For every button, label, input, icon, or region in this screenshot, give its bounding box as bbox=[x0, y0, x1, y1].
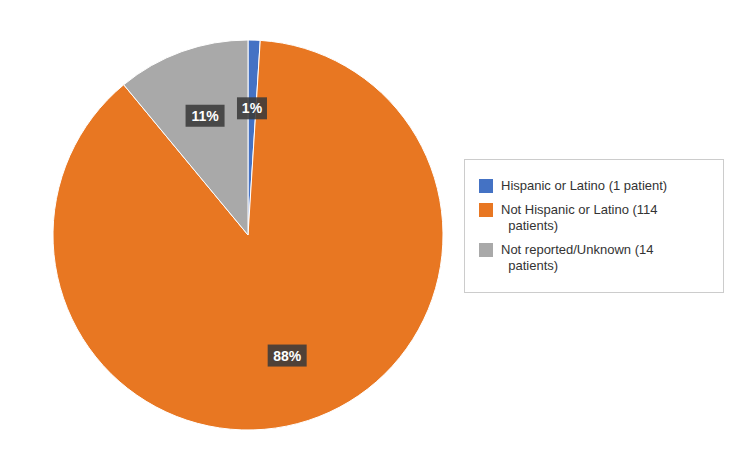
html-text:Not Hispanic or Latino (114 pa: Not Hispanic or Latino (114 patients) bbox=[501, 201, 658, 233]
svg-text:88%: 88% bbox=[273, 348, 302, 364]
html-text:Hispanic or Latino (1 patient): Hispanic or Latino (1 patient) bbox=[501, 177, 668, 193]
svg-text:11%: 11% bbox=[191, 108, 219, 124]
svg-text:1%: 1% bbox=[242, 100, 263, 116]
html-text:Not reported/Unknown (14 patie: Not reported/Unknown (14 patients) bbox=[501, 241, 654, 273]
